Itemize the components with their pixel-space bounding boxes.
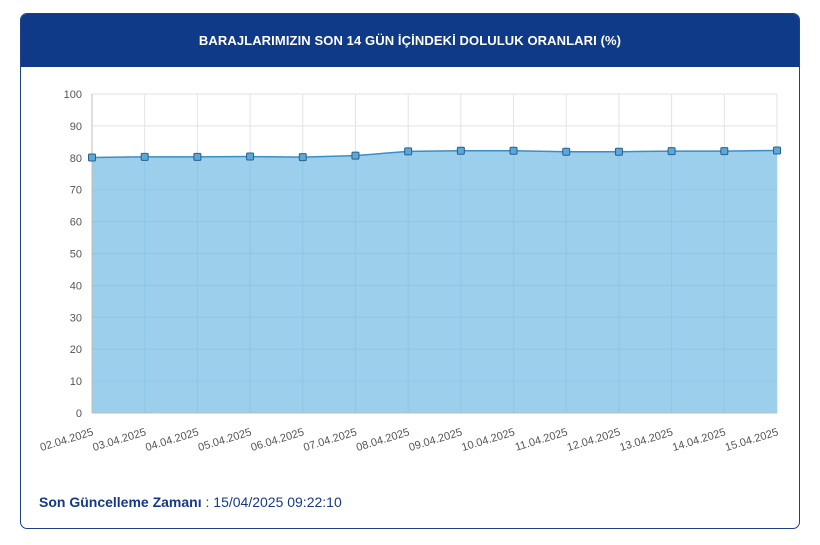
data-point bbox=[509, 146, 518, 155]
x-tick-label: 02.04.2025 bbox=[39, 426, 95, 454]
x-tick-label: 05.04.2025 bbox=[197, 426, 253, 454]
data-point bbox=[140, 152, 149, 161]
data-point bbox=[246, 152, 255, 161]
x-tick-label: 04.04.2025 bbox=[144, 426, 200, 454]
data-point bbox=[667, 147, 676, 156]
last-update-label: Son Güncelleme Zamanı bbox=[39, 494, 202, 510]
data-point bbox=[562, 147, 571, 156]
y-tick-label: 50 bbox=[70, 249, 82, 261]
series-line bbox=[91, 149, 778, 159]
chart-title: BARAJLARIMIZIN SON 14 GÜN İÇİNDEKİ DOLUL… bbox=[198, 33, 622, 48]
data-point bbox=[193, 152, 202, 161]
y-tick-label: 30 bbox=[70, 312, 82, 324]
x-tick-label: 15.04.2025 bbox=[724, 426, 780, 454]
x-tick-label: 10.04.2025 bbox=[460, 426, 516, 454]
x-tick-label: 13.04.2025 bbox=[618, 426, 674, 454]
y-tick-label: 0 bbox=[76, 408, 82, 420]
last-update-separator: : bbox=[201, 494, 214, 510]
data-point bbox=[404, 147, 413, 156]
data-point bbox=[456, 146, 465, 155]
x-tick-label: 08.04.2025 bbox=[355, 426, 411, 454]
x-tick-label: 14.04.2025 bbox=[671, 426, 727, 454]
chart-area: 0 10 20 30 40 50 60 70 80 90 100 02.04.2025 03.04.20… bbox=[21, 67, 799, 467]
x-tick-label: 12.04.2025 bbox=[566, 426, 622, 454]
data-point bbox=[773, 146, 781, 155]
y-tick-label: 70 bbox=[70, 185, 82, 197]
data-point bbox=[351, 151, 360, 160]
x-tick-label: 06.04.2025 bbox=[249, 426, 305, 454]
y-tick-label: 10 bbox=[70, 376, 82, 388]
chart-card: BARAJLARIMIZIN SON 14 GÜN İÇİNDEKİ DOLUL… bbox=[20, 13, 800, 529]
data-point bbox=[614, 147, 623, 156]
y-tick-label: 60 bbox=[70, 217, 82, 229]
area-chart: 0 10 20 30 40 50 60 70 80 90 100 02.04.202503.04.20… bbox=[39, 89, 781, 454]
y-tick-label: 100 bbox=[64, 89, 82, 101]
x-tick-label: 11.04.2025 bbox=[514, 426, 569, 453]
y-tick-label: 20 bbox=[70, 344, 82, 356]
area-fill bbox=[92, 150, 777, 413]
x-tick-label: 03.04.2025 bbox=[91, 426, 147, 454]
data-point bbox=[720, 147, 729, 156]
data-point bbox=[298, 153, 307, 162]
data-point bbox=[88, 153, 96, 162]
chart-header: BARAJLARIMIZIN SON 14 GÜN İÇİNDEKİ DOLUL… bbox=[21, 14, 799, 67]
x-tick-label: 07.04.2025 bbox=[302, 426, 358, 454]
y-tick-label: 80 bbox=[70, 153, 82, 165]
last-update: Son Güncelleme Zamanı : 15/04/2025 09:22… bbox=[39, 494, 342, 510]
last-update-value: 15/04/2025 09:22:10 bbox=[213, 494, 342, 510]
y-tick-label: 40 bbox=[70, 280, 82, 292]
x-tick-label: 09.04.2025 bbox=[408, 426, 464, 454]
y-tick-label: 90 bbox=[70, 121, 82, 133]
